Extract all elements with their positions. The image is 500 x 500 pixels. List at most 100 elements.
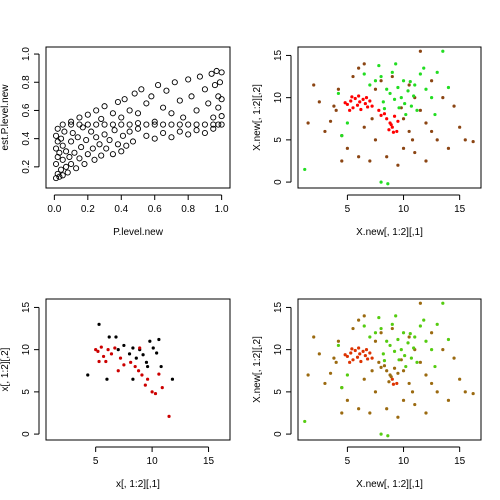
y-axis: 0 5 10 15 (273, 301, 292, 437)
data-point (210, 114, 217, 121)
data-point (122, 343, 126, 348)
y-tick-label: 5 (273, 389, 284, 395)
data-point (435, 322, 439, 326)
data-point (129, 360, 133, 364)
data-point (218, 69, 225, 76)
data-point (415, 108, 419, 112)
y-axis-title: x[, 1:2][,2] (0, 347, 11, 391)
data-point (345, 146, 349, 150)
data-point (389, 375, 393, 379)
data-point (345, 373, 349, 377)
x-tick-label: 15 (454, 456, 466, 467)
data-point (392, 366, 397, 370)
data-point (418, 360, 422, 364)
data-point (126, 107, 133, 114)
y-tick-label: 0.2 (21, 159, 32, 173)
data-point (441, 49, 445, 53)
data-point (155, 351, 159, 355)
y-tick-label: 15 (273, 49, 284, 61)
data-point (76, 114, 83, 121)
data-point (129, 138, 137, 145)
data-points (86, 322, 175, 418)
data-point (54, 125, 61, 132)
data-point (348, 108, 352, 112)
data-point (118, 121, 125, 128)
data-point (446, 85, 451, 90)
data-point (151, 346, 155, 350)
data-point (143, 132, 150, 139)
y-axis: 0.2 0.4 0.6 0.8 1.0 (21, 47, 40, 174)
data-point (350, 347, 354, 351)
data-point (424, 159, 428, 163)
data-point (355, 103, 360, 107)
data-point (463, 138, 467, 142)
data-point (211, 82, 218, 89)
data-point (385, 407, 389, 411)
data-point (359, 107, 363, 112)
data-point (446, 146, 451, 150)
data-point (97, 359, 101, 364)
data-point (54, 138, 61, 145)
data-point (385, 155, 389, 159)
data-point (385, 369, 389, 373)
x-tick-label: 1.0 (215, 204, 229, 215)
data-point (446, 337, 451, 342)
data-point (52, 132, 60, 139)
data-point (409, 356, 413, 360)
data-point (413, 402, 417, 407)
data-point (424, 373, 428, 377)
data-point (430, 331, 434, 335)
y-tick-label: 10 (21, 344, 32, 356)
data-point (151, 135, 158, 142)
x-tick-label: 5 (345, 456, 351, 467)
data-point (109, 151, 116, 158)
data-point (150, 390, 154, 394)
data-point (373, 331, 378, 335)
data-point (84, 151, 91, 158)
data-point (155, 82, 162, 89)
data-point (63, 163, 70, 170)
data-point (458, 125, 462, 129)
data-point (382, 107, 387, 111)
data-point (328, 119, 333, 123)
data-point (59, 172, 66, 179)
data-point (218, 113, 225, 120)
data-point (118, 356, 123, 360)
data-point (185, 76, 192, 83)
data-point (84, 121, 91, 128)
data-point (357, 318, 361, 322)
data-point (395, 381, 399, 386)
data-point (418, 301, 422, 305)
data-point (345, 354, 349, 359)
data-point (334, 360, 338, 364)
data-point (145, 377, 150, 381)
data-point (141, 353, 145, 357)
data-point (389, 123, 393, 127)
y-axis-title: est.P.level.new (0, 84, 11, 151)
data-point (103, 145, 110, 152)
data-point (357, 94, 361, 98)
data-point (377, 108, 381, 112)
data-point (407, 129, 411, 134)
y-axis: 0 5 10 15 (273, 49, 292, 185)
data-point (138, 346, 142, 350)
data-point (390, 70, 394, 74)
data-point (379, 331, 383, 335)
data-point (104, 359, 108, 364)
data-point (353, 96, 357, 101)
data-point (407, 83, 411, 87)
data-point (397, 106, 401, 110)
data-point (143, 100, 150, 107)
data-point (68, 118, 75, 125)
data-point (312, 335, 316, 339)
x-tick-label: 0.4 (114, 204, 128, 215)
data-point (404, 364, 408, 369)
data-point (145, 364, 150, 369)
data-point (215, 93, 222, 100)
data-point (370, 356, 374, 360)
data-point (89, 145, 96, 152)
data-point (452, 104, 456, 108)
data-point (343, 353, 347, 357)
data-point (303, 167, 307, 172)
data-point (379, 79, 383, 83)
